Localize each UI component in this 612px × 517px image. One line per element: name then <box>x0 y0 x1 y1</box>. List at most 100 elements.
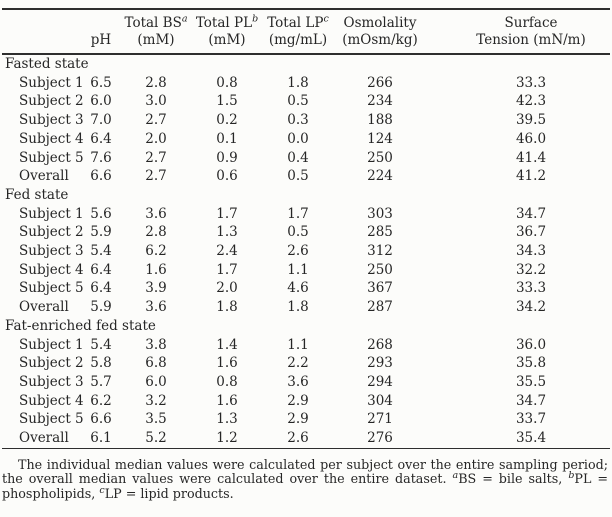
cell-osm: 271 <box>367 411 393 428</box>
row-label: Overall <box>19 299 69 316</box>
cell-lp: 2.2 <box>287 355 309 372</box>
group-label: Fed state <box>5 186 69 203</box>
cell-bs: 6.0 <box>145 373 167 390</box>
cell-st: 35.8 <box>515 355 547 372</box>
cell-st: 35.4 <box>515 430 547 447</box>
gastric-media-characterization-table: pH Total BSa (mM) Total PLb (mM) Total L… <box>2 8 610 449</box>
table-row: Subject 2 5.8 6.8 1.6 2.2 293 35.8 <box>2 354 610 373</box>
cell-lp: 0.3 <box>287 112 309 129</box>
table-row: Subject 5 7.6 2.7 0.9 0.4 250 41.4 <box>2 149 610 168</box>
cell-bs: 3.6 <box>145 205 167 222</box>
cell-lp: 3.6 <box>287 373 309 390</box>
cell-st: 34.3 <box>515 243 547 260</box>
cell-pl: 1.7 <box>216 261 238 278</box>
cell-lp: 1.1 <box>287 336 309 353</box>
cell-osm: 312 <box>367 243 393 260</box>
cell-osm: 268 <box>367 336 393 353</box>
row-label: Subject 3 <box>19 112 84 129</box>
cell-bs: 2.7 <box>145 112 167 129</box>
cell-st: 33.7 <box>515 411 547 428</box>
group-label: Fasted state <box>5 56 89 72</box>
cell-st: 33.3 <box>515 280 547 297</box>
cell-osm: 367 <box>367 280 393 297</box>
col-header-total-lp: Total LPc (mg/mL) <box>262 9 334 55</box>
footnote-superscript: b <box>568 469 575 481</box>
cell-pl: 1.3 <box>216 224 238 241</box>
table-header: pH Total BSa (mM) Total PLb (mM) Total L… <box>2 9 610 55</box>
row-label: Subject 3 <box>19 373 84 390</box>
cell-lp: 2.9 <box>287 392 309 409</box>
row-label: Subject 4 <box>19 130 84 147</box>
cell-pl: 0.2 <box>216 112 238 129</box>
footnote-marker-c: c <box>323 13 329 25</box>
cell-bs: 2.8 <box>145 74 167 91</box>
cell-lp: 1.7 <box>287 205 309 222</box>
cell-bs: 3.2 <box>145 392 167 409</box>
cell-lp: 0.5 <box>287 224 309 241</box>
cell-ph: 7.0 <box>90 112 112 129</box>
cell-ph: 5.6 <box>90 205 112 222</box>
table-row: Subject 3 5.7 6.0 0.8 3.6 294 35.5 <box>2 373 610 392</box>
cell-lp: 0.5 <box>287 93 309 110</box>
cell-ph: 6.4 <box>90 280 112 297</box>
col-unit: Tension (mN/m) <box>476 31 586 48</box>
cell-st: 34.7 <box>515 392 547 409</box>
col-header-osmolality: Osmolality (mOsm/kg) <box>334 9 426 55</box>
row-label: Overall <box>19 430 69 447</box>
group-label-row: Fat-enriched fed state <box>2 317 610 336</box>
cell-osm: 285 <box>367 224 393 241</box>
footnote-superscript: c <box>99 484 105 496</box>
table-row: Subject 1 5.4 3.8 1.4 1.1 268 36.0 <box>2 336 610 355</box>
row-label: Subject 2 <box>19 355 84 372</box>
cell-st: 46.0 <box>515 130 547 147</box>
cell-bs: 2.0 <box>145 130 167 147</box>
cell-pl: 0.8 <box>216 373 238 390</box>
group-label-row: Fed state <box>2 186 610 205</box>
col-header-ph: pH <box>82 9 120 55</box>
cell-osm: 293 <box>367 355 393 372</box>
col-title: Total BS <box>124 15 182 31</box>
col-title: Osmolality <box>343 15 417 31</box>
cell-bs: 3.9 <box>145 280 167 297</box>
row-label: Subject 5 <box>19 411 84 428</box>
table-body: Fasted state Subject 1 6.5 2.8 0.8 1.8 266 33.3… <box>2 54 610 448</box>
cell-ph: 6.4 <box>90 130 112 147</box>
cell-st: 35.5 <box>515 373 547 390</box>
cell-lp: 2.9 <box>287 411 309 428</box>
footnote-marker-a: a <box>181 13 188 25</box>
cell-st: 42.3 <box>515 93 547 110</box>
cell-pl: 1.6 <box>216 355 238 372</box>
cell-pl: 0.1 <box>216 130 238 147</box>
cell-pl: 1.8 <box>216 299 238 316</box>
cell-ph: 5.9 <box>90 299 112 316</box>
table-row: Subject 3 5.4 6.2 2.4 2.6 312 34.3 <box>2 242 610 261</box>
footnote-marker-b: b <box>252 13 259 25</box>
row-label: Subject 2 <box>19 224 84 241</box>
col-title: Surface <box>504 15 558 31</box>
row-label: Subject 3 <box>19 243 84 260</box>
col-header-total-bs: Total BSa (mM) <box>120 9 192 55</box>
cell-osm: 266 <box>367 74 393 91</box>
cell-pl: 2.0 <box>216 280 238 297</box>
cell-st: 36.0 <box>515 336 547 353</box>
col-header-stub <box>2 9 82 55</box>
cell-bs: 3.8 <box>145 336 167 353</box>
cell-lp: 1.8 <box>287 299 309 316</box>
row-label: Subject 1 <box>19 336 84 353</box>
paper-table-page: pH Total BSa (mM) Total PLb (mM) Total L… <box>0 8 612 517</box>
cell-bs: 2.7 <box>145 168 167 185</box>
cell-st: 34.2 <box>515 299 547 316</box>
cell-osm: 224 <box>367 168 393 185</box>
cell-pl: 2.4 <box>216 243 238 260</box>
cell-osm: 234 <box>367 93 393 110</box>
group-label-row: Fasted state <box>2 54 610 74</box>
cell-pl: 0.9 <box>216 149 238 166</box>
cell-ph: 6.1 <box>90 430 112 447</box>
cell-st: 41.4 <box>515 149 547 166</box>
row-label: Subject 5 <box>19 280 84 297</box>
col-title: Total PL <box>195 15 253 31</box>
header-row: pH Total BSa (mM) Total PLb (mM) Total L… <box>2 9 610 55</box>
cell-lp: 4.6 <box>287 280 309 297</box>
cell-ph: 5.4 <box>90 243 112 260</box>
cell-pl: 0.6 <box>216 168 238 185</box>
